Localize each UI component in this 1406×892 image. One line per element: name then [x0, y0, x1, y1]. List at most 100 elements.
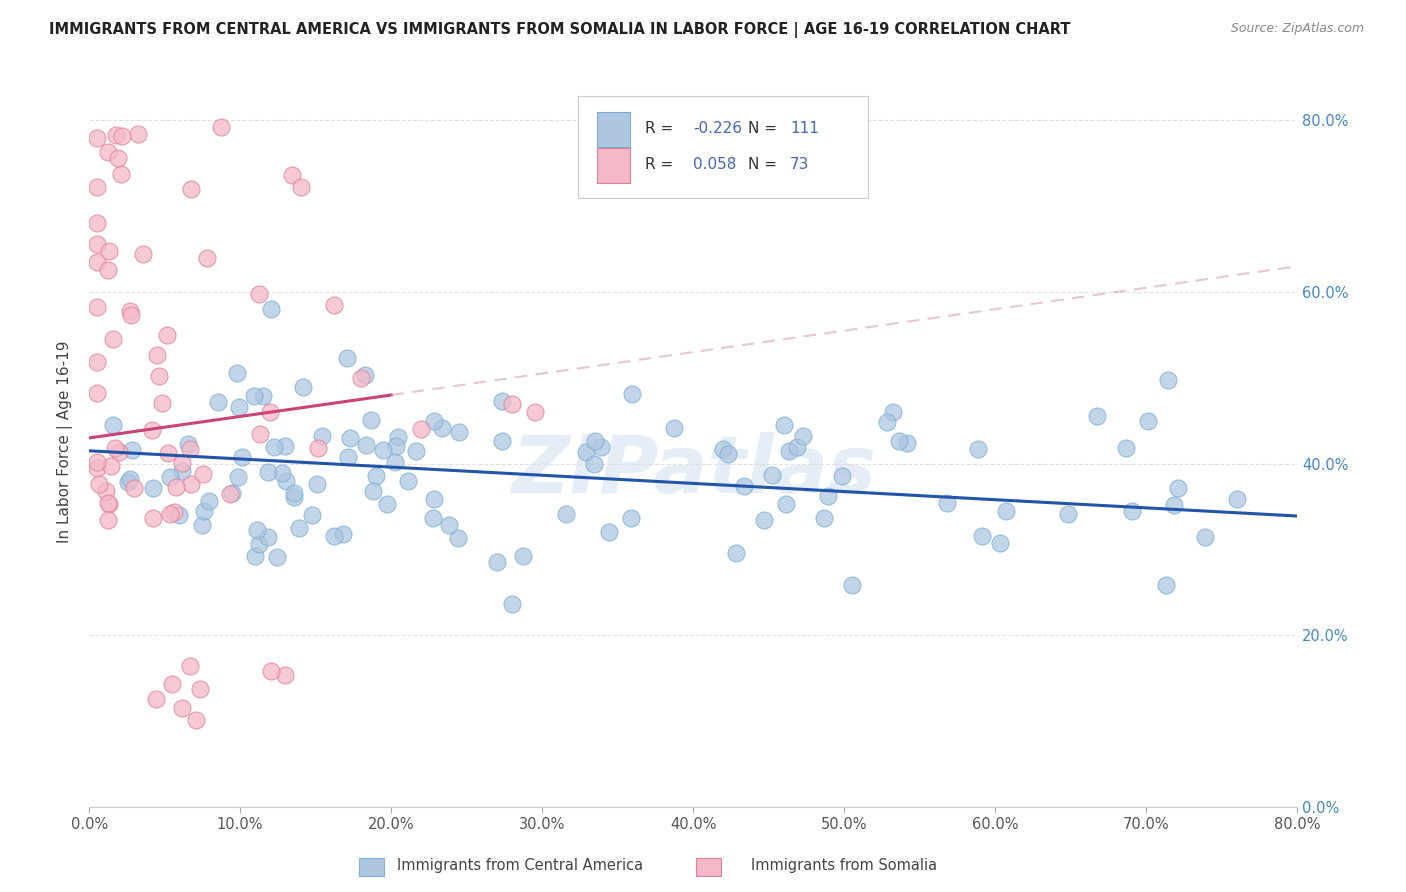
Point: [423, 491, 446, 506]
Point: [167, 508, 190, 522]
Point: [301, 508, 323, 522]
Point: [97, 514, 120, 528]
Point: [491, 394, 513, 409]
Point: [97, 495, 120, 509]
Point: [411, 422, 433, 436]
Point: [86, 460, 108, 475]
Point: [190, 517, 212, 532]
Point: [354, 368, 377, 382]
Point: [292, 379, 315, 393]
Point: [122, 481, 145, 495]
Point: [142, 511, 165, 525]
Point: [662, 421, 685, 435]
Point: [117, 475, 139, 489]
Point: [575, 444, 598, 458]
Text: N =: N =: [748, 121, 782, 136]
Text: -0.226: -0.226: [693, 121, 742, 136]
Point: [1157, 373, 1180, 387]
Point: [371, 443, 394, 458]
Point: [887, 434, 910, 449]
Point: [761, 468, 783, 483]
Point: [172, 456, 194, 470]
Point: [935, 496, 957, 510]
Point: [555, 507, 578, 521]
Point: [274, 439, 297, 453]
Text: R =: R =: [645, 121, 678, 136]
Point: [283, 486, 305, 500]
Point: [876, 415, 898, 429]
Point: [283, 490, 305, 504]
Point: [384, 439, 406, 453]
Point: [86, 236, 108, 251]
Point: [387, 429, 409, 443]
Point: [271, 466, 294, 480]
Text: 0.058: 0.058: [693, 158, 737, 172]
Point: [396, 474, 419, 488]
Point: [150, 396, 173, 410]
Point: [512, 549, 534, 563]
Point: [831, 469, 853, 483]
Point: [209, 120, 232, 134]
Text: Immigrants from Central America: Immigrants from Central America: [396, 858, 644, 872]
Point: [405, 444, 427, 458]
Point: [356, 437, 378, 451]
Point: [1194, 530, 1216, 544]
Point: [184, 714, 207, 728]
Point: [160, 677, 183, 691]
Point: [103, 418, 125, 433]
Point: [110, 129, 132, 144]
Point: [813, 510, 835, 524]
Point: [1154, 578, 1177, 592]
Point: [231, 450, 253, 464]
Point: [988, 536, 1011, 550]
Point: [179, 659, 201, 673]
Point: [103, 332, 125, 346]
Point: [336, 351, 359, 366]
Point: [501, 396, 523, 410]
Point: [882, 405, 904, 419]
Point: [104, 441, 127, 455]
Point: [817, 489, 839, 503]
Point: [191, 467, 214, 481]
Point: [486, 555, 509, 569]
Point: [247, 537, 270, 551]
Point: [447, 425, 470, 439]
Point: [249, 426, 271, 441]
Point: [322, 298, 344, 312]
Point: [98, 244, 121, 258]
Point: [259, 405, 281, 419]
Point: [447, 531, 470, 545]
FancyBboxPatch shape: [578, 95, 869, 198]
Point: [360, 413, 382, 427]
Point: [967, 442, 990, 457]
Point: [778, 444, 800, 458]
Point: [228, 470, 250, 484]
Text: IMMIGRANTS FROM CENTRAL AMERICA VS IMMIGRANTS FROM SOMALIA IN LABOR FORCE | AGE : IMMIGRANTS FROM CENTRAL AMERICA VS IMMIG…: [49, 22, 1071, 38]
Point: [243, 389, 266, 403]
Point: [165, 480, 187, 494]
Point: [323, 529, 346, 543]
Point: [120, 308, 142, 322]
Point: [1226, 492, 1249, 507]
Text: 111: 111: [790, 121, 818, 136]
Point: [1115, 442, 1137, 456]
Point: [1121, 504, 1143, 518]
Point: [713, 442, 735, 457]
Point: [86, 385, 108, 400]
Point: [266, 550, 288, 565]
Text: Immigrants from Somalia: Immigrants from Somalia: [751, 858, 936, 872]
Point: [786, 440, 808, 454]
Point: [193, 503, 215, 517]
Point: [179, 442, 201, 457]
Point: [159, 508, 181, 522]
Point: [207, 395, 229, 409]
Point: [228, 401, 250, 415]
Point: [148, 368, 170, 383]
FancyBboxPatch shape: [596, 148, 630, 183]
Point: [307, 441, 329, 455]
Point: [437, 517, 460, 532]
Point: [288, 521, 311, 535]
Text: R =: R =: [645, 158, 678, 172]
Point: [225, 367, 247, 381]
Point: [841, 578, 863, 592]
